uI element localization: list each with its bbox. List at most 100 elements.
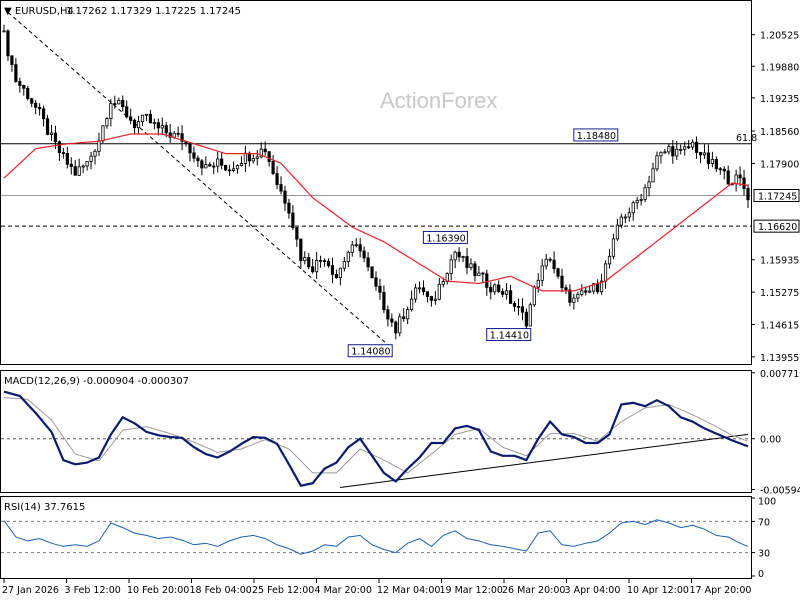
- price-axis-label: 1.15275: [760, 288, 799, 299]
- candle-body: [477, 272, 481, 277]
- rsi-line: [3, 519, 749, 555]
- candle-body: [330, 265, 335, 275]
- x-axis-label: 18 Feb 04:00: [190, 585, 252, 596]
- candle-body: [429, 296, 434, 301]
- candle-body: [504, 290, 509, 295]
- candle-body: [599, 280, 604, 293]
- candle-body: [271, 161, 275, 174]
- candle-body: [227, 169, 232, 172]
- level-label-text: 1.14080: [351, 347, 390, 358]
- candle-body: [718, 168, 722, 171]
- candle-body: [303, 257, 307, 262]
- rsi-axis-label: 100: [758, 496, 776, 507]
- candle-body: [113, 103, 117, 106]
- price-tag-label: 1.17245: [758, 192, 797, 203]
- price-panel: [0, 0, 752, 365]
- candle-body: [132, 119, 137, 129]
- macd-axis-label: -0.005944: [760, 486, 800, 497]
- level-label-box: [422, 230, 468, 244]
- candle-body: [10, 55, 14, 66]
- candle-body: [326, 260, 331, 267]
- candle-body: [425, 291, 430, 297]
- candle-body: [524, 311, 528, 327]
- candle-body: [97, 140, 101, 152]
- candle-body: [473, 263, 477, 277]
- candle-body: [81, 165, 85, 168]
- candle-body: [279, 184, 283, 192]
- candle-body: [220, 158, 224, 166]
- candle-body: [109, 103, 113, 119]
- candle-body: [160, 125, 164, 129]
- candle-body: [552, 259, 556, 270]
- candle-body: [683, 146, 687, 150]
- candle-body: [2, 30, 6, 33]
- candle-body: [726, 170, 730, 185]
- candle-body: [22, 85, 26, 89]
- price-axis-label: 1.15935: [760, 256, 799, 267]
- x-axis-label: 17 Apr 20:00: [690, 585, 752, 596]
- rsi-panel: [0, 496, 752, 579]
- candle-body: [714, 159, 718, 170]
- candle-body: [358, 244, 362, 252]
- candle-body: [212, 165, 216, 168]
- candle-body: [402, 316, 406, 320]
- candle-body: [663, 151, 667, 154]
- rsi-title: RSI(14) 37.7615: [4, 502, 85, 513]
- candle-body: [291, 212, 295, 228]
- candle-body: [592, 283, 596, 292]
- candle-body: [354, 244, 358, 247]
- candle-body: [406, 309, 410, 320]
- candle-body: [734, 174, 738, 185]
- candle-body: [105, 118, 109, 127]
- candle-body: [679, 148, 683, 151]
- candle-body: [417, 287, 422, 290]
- moving-average-line: [3, 133, 749, 292]
- candle-body: [497, 284, 501, 292]
- candle-body: [299, 238, 303, 262]
- dashed-trendline: [7, 11, 389, 346]
- candle-body: [164, 125, 168, 134]
- candle-body: [627, 212, 631, 218]
- candle-body: [501, 291, 505, 295]
- x-axis-label: 12 Mar 04:00: [377, 585, 440, 596]
- candle-body: [421, 287, 426, 293]
- candle-body: [307, 257, 311, 268]
- candle-body: [192, 152, 196, 159]
- candle-body: [26, 87, 30, 100]
- candle-body: [125, 106, 129, 118]
- candle-body: [738, 174, 742, 179]
- candle-body: [398, 316, 402, 334]
- candle-body: [516, 305, 521, 308]
- candle-body: [390, 318, 394, 323]
- candle-body: [136, 121, 141, 129]
- candle-body: [619, 216, 623, 226]
- candle-body: [433, 298, 437, 301]
- candle-body: [188, 143, 192, 154]
- price-axis-label: 1.19880: [760, 62, 799, 73]
- candle-body: [255, 156, 259, 159]
- macd-line: [3, 390, 749, 487]
- candle-body: [93, 150, 97, 157]
- candle-body: [366, 257, 370, 268]
- level-label-text: 1.18480: [577, 131, 616, 142]
- candle-body: [231, 168, 236, 171]
- candle-body: [235, 165, 240, 170]
- candle-body: [311, 266, 315, 273]
- candle-body: [481, 272, 485, 275]
- candle-body: [148, 113, 153, 124]
- chart-header-symbol: ▼ EURUSD,H4: [4, 6, 74, 17]
- candle-body: [117, 100, 121, 105]
- candle-body: [267, 151, 271, 162]
- candle-body: [350, 244, 354, 253]
- candle-body: [457, 251, 461, 258]
- candle-body: [651, 168, 655, 183]
- candle-body: [410, 298, 414, 310]
- candle-body: [287, 202, 291, 214]
- price-axis-label: 1.19235: [760, 94, 799, 105]
- candle-body: [34, 102, 38, 108]
- candle-body: [611, 238, 616, 257]
- candle-body: [180, 133, 184, 142]
- candle-body: [45, 118, 50, 135]
- candle-body: [596, 283, 600, 293]
